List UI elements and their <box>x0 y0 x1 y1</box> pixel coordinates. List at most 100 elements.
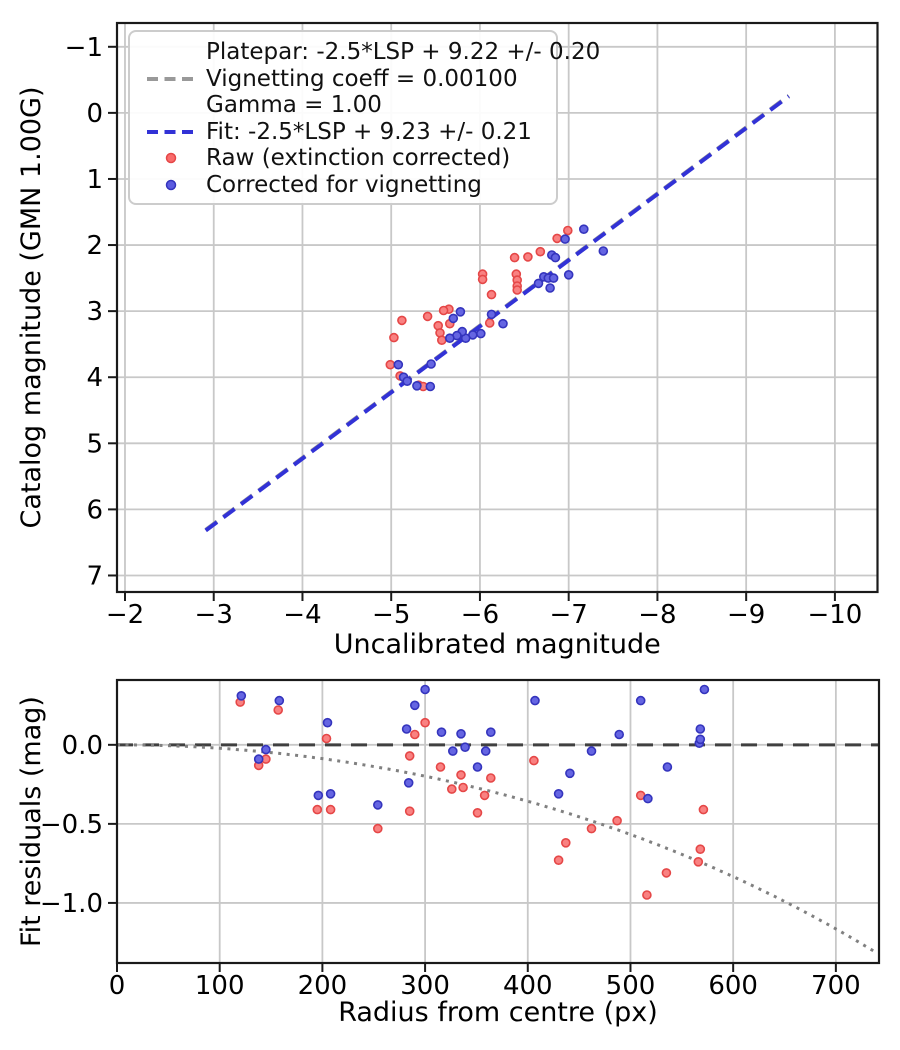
scatter-point-raw <box>529 755 539 766</box>
x-tick-label: 100 <box>195 971 245 1001</box>
legend-entry: Platepar: -2.5*LSP + 9.22 +/- 0.20 Vignet… <box>140 39 600 119</box>
x-tick-label: −7 <box>550 600 588 630</box>
scatter-point-corrected <box>403 777 414 788</box>
y-tick-label: −1.0 <box>40 889 103 919</box>
scatter-point-corrected <box>322 717 333 728</box>
scatter-point-corrected <box>565 768 575 779</box>
scatter-point-raw <box>661 868 672 878</box>
scatter-point-raw <box>472 807 483 818</box>
x-tick-label: −3 <box>195 600 233 630</box>
y-tick-label: 2 <box>86 231 103 261</box>
scatter-point-corrected <box>420 684 430 695</box>
x-tick-label: −4 <box>283 600 321 630</box>
legend-sample-dot-red-icon <box>140 151 202 165</box>
scatter-point-raw <box>553 855 564 866</box>
scatter-point-corrected <box>699 684 710 695</box>
x-tick-label: −9 <box>727 600 765 630</box>
legend-label: Gamma = 1.00 <box>206 92 382 118</box>
scatter-point-raw <box>409 729 420 740</box>
x-tick-label: 0 <box>109 971 126 1001</box>
scatter-point-corrected <box>402 376 413 387</box>
scatter-point-raw <box>420 717 430 728</box>
scatter-point-corrected <box>426 359 436 369</box>
scatter-point-corrected <box>412 380 422 391</box>
scatter-point-raw <box>397 315 407 326</box>
scatter-point-corrected <box>274 695 285 706</box>
scatter-point-corrected <box>498 318 508 329</box>
scatter-point-raw <box>456 770 466 780</box>
scatter-point-corrected <box>313 790 324 801</box>
raw-series <box>235 697 709 900</box>
scatter-point-corrected <box>643 793 653 804</box>
scatter-point-raw <box>477 274 488 285</box>
y-tick-label: 1 <box>86 165 103 195</box>
y-tick-label: −1 <box>65 33 103 63</box>
scatter-point-corrected <box>372 800 383 810</box>
scatter-point-corrected <box>448 313 459 324</box>
legend-entry: Fit: -2.5*LSP + 9.23 +/- 0.21 <box>140 119 556 146</box>
legend-entry: Raw (extinction corrected) <box>140 145 556 172</box>
y-tick-label: 5 <box>86 429 103 459</box>
legend-label: Platepar: -2.5*LSP + 9.22 +/- 0.20 <box>206 39 601 65</box>
scatter-point-corrected <box>447 746 458 756</box>
scatter-point-corrected <box>553 788 564 799</box>
scatter-point-corrected <box>485 727 496 738</box>
scatter-point-corrected <box>236 690 247 701</box>
scatter-point-corrected <box>614 729 625 740</box>
legend-label: Fit: -2.5*LSP + 9.23 +/- 0.21 <box>206 118 532 145</box>
scatter-point-corrected <box>530 695 540 706</box>
scatter-point-raw <box>693 856 704 867</box>
y-tick-label: 4 <box>86 363 103 393</box>
scatter-point-raw <box>523 252 533 262</box>
legend-entry: Corrected for vignetting <box>140 172 556 199</box>
scatter-point-corrected <box>635 695 646 706</box>
y-tick-label: 0.0 <box>62 731 103 761</box>
scatter-point-corrected <box>695 734 706 745</box>
scatter-point-corrected <box>695 724 706 734</box>
scatter-point-raw <box>404 806 415 817</box>
scatter-point-corrected <box>662 762 673 772</box>
scatter-point-raw <box>435 762 446 772</box>
scatter-point-corrected <box>550 252 561 263</box>
scatter-point-raw <box>642 890 652 900</box>
scatter-point-raw <box>312 804 323 815</box>
scatter-point-raw <box>484 318 495 328</box>
scatter-point-corrected <box>475 328 486 339</box>
scatter-point-raw <box>486 289 497 300</box>
y-tick-label: 3 <box>86 297 103 327</box>
scatter-point-corrected <box>325 788 336 799</box>
scatter-point-raw <box>446 784 457 794</box>
legend-label: Corrected for vignetting <box>206 171 482 198</box>
legend-label: Raw (extinction corrected) <box>206 145 511 171</box>
scatter-point-corrected <box>436 727 447 738</box>
corrected-series <box>236 684 710 810</box>
fit-line <box>204 94 790 533</box>
scatter-point-corrected <box>598 246 609 256</box>
x-tick-label: −6 <box>461 600 499 630</box>
x-axis-label: Uncalibrated magnitude <box>334 629 661 660</box>
y-axis-label: Fit residuals (mag) <box>16 696 47 947</box>
plot-border <box>115 678 881 965</box>
scatter-point-raw <box>560 837 571 848</box>
scatter-point-raw <box>612 815 622 826</box>
scatter-point-corrected <box>444 333 455 344</box>
fit-residuals-chart: 0 100 200 300 400 500 600 700 0.0 −0.5 −1.0 Radius … <box>16 678 881 1028</box>
scatter-point-raw <box>438 305 449 316</box>
scatter-point-corrected <box>472 762 483 772</box>
scatter-point-raw <box>385 359 396 370</box>
scatter-point-raw <box>512 285 523 295</box>
y-tick-label: 0 <box>86 99 103 129</box>
scatter-point-corrected <box>563 269 574 280</box>
scatter-point-raw <box>698 804 709 815</box>
plot-border <box>115 21 879 594</box>
scatter-point-raw <box>586 823 597 834</box>
scatter-point-corrected <box>409 700 420 711</box>
scatter-point-raw <box>321 733 332 744</box>
scatter-point-raw <box>479 790 490 801</box>
scatter-point-corrected <box>455 306 466 317</box>
x-tick-label: −5 <box>372 600 410 630</box>
y-axis-label: Catalog magnitude (GMN 1.00G) <box>16 86 47 528</box>
scatter-point-raw <box>695 844 706 855</box>
scatter-point-raw <box>458 782 468 793</box>
scatter-point-corrected <box>560 234 570 244</box>
